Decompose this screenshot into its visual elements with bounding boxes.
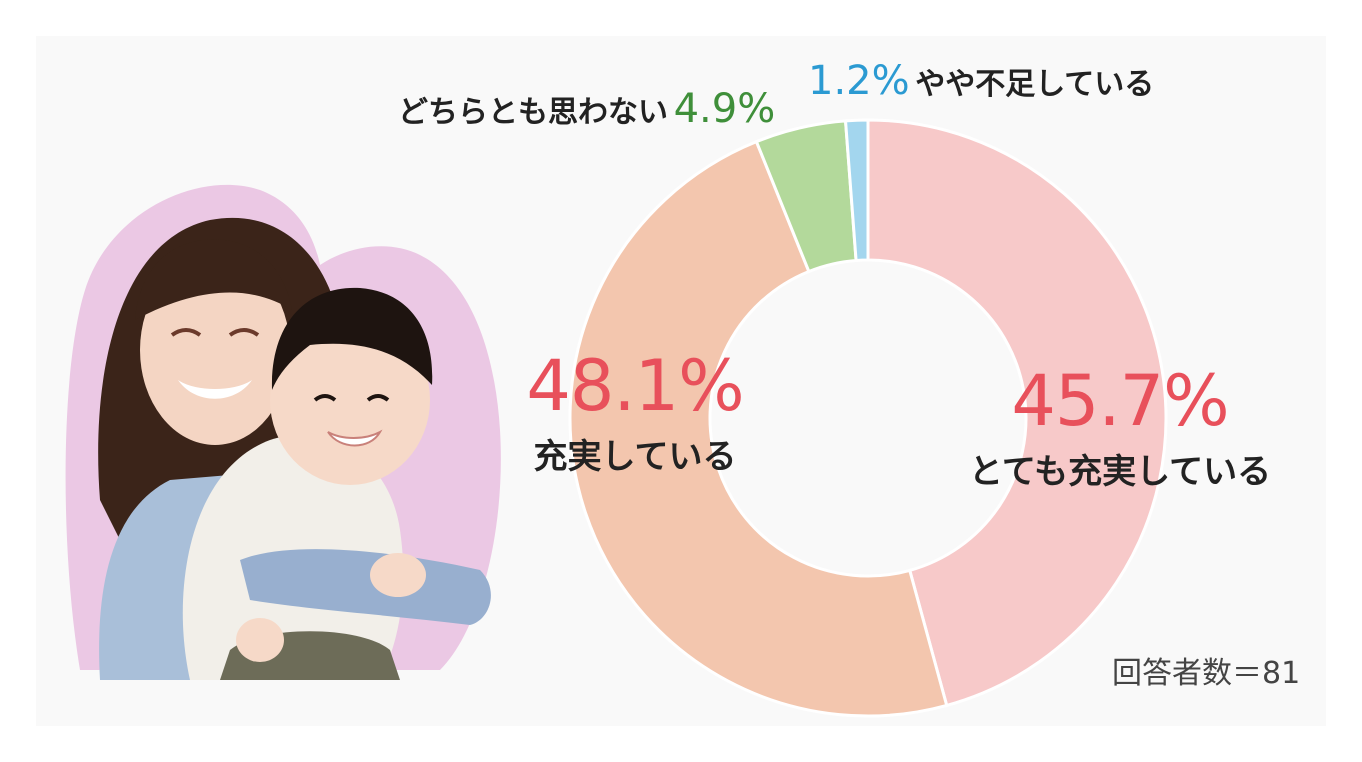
pct-fulfilled: 48.1%	[526, 345, 744, 427]
donut-slice-1	[568, 139, 949, 718]
name-neither: どちらとも思わない	[398, 95, 668, 130]
name-fulfilled: 充実している	[533, 437, 737, 477]
mother-and-child-photo	[65, 184, 501, 680]
pct-neither: 4.9%	[673, 86, 776, 132]
name-very-fulfilled: とても充実している	[968, 452, 1272, 492]
respondent-count: 回答者数＝81	[1112, 656, 1301, 691]
label-slightly-lacking: 1.2% やや不足している	[808, 58, 1154, 104]
label-neither: どちらとも思わない 4.9%	[398, 86, 775, 132]
donut-slice-3	[843, 118, 870, 263]
pct-very-fulfilled: 45.7%	[1011, 360, 1229, 442]
label-very-fulfilled: 45.7% とても充実している	[950, 360, 1290, 493]
donut-slice-0	[866, 118, 1168, 708]
name-slightly-lacking: やや不足している	[915, 67, 1155, 102]
pct-slightly-lacking: 1.2%	[808, 58, 910, 104]
label-fulfilled: 48.1% 充実している	[505, 345, 765, 478]
